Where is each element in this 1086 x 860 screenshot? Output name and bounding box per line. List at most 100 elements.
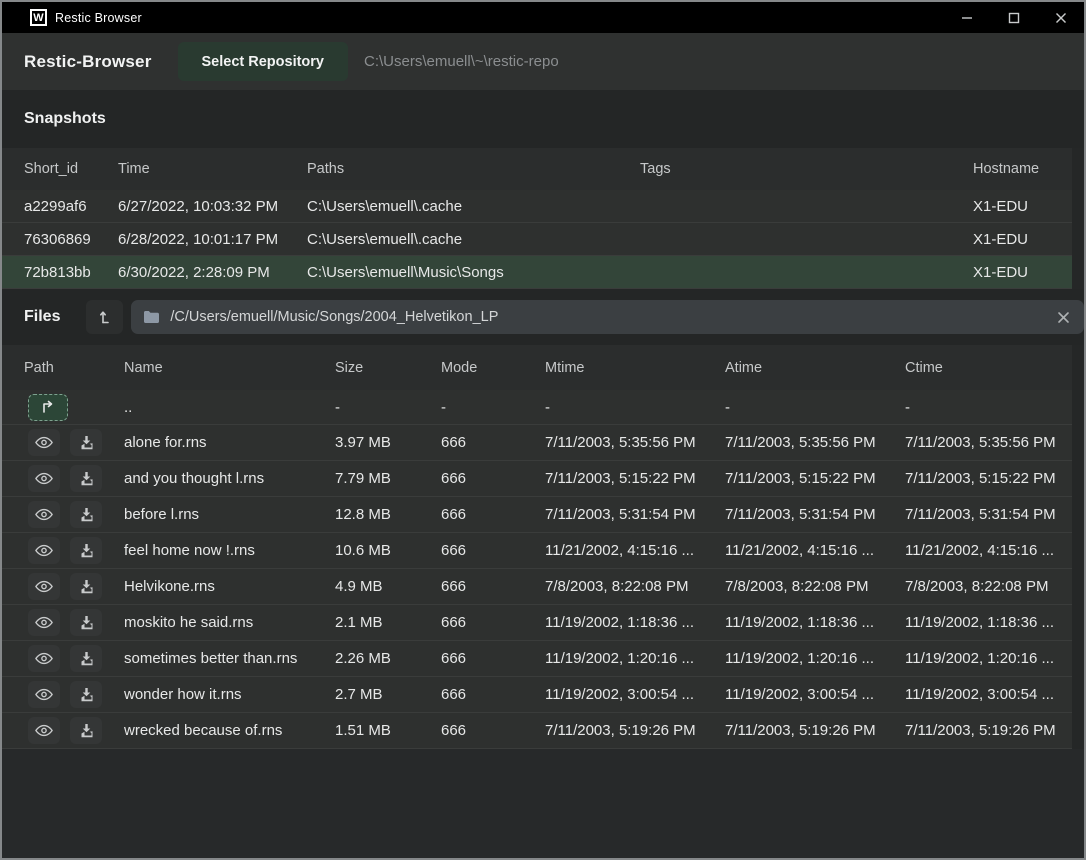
- preview-file-button[interactable]: [28, 609, 60, 636]
- column-short-id: Short_id: [24, 161, 79, 177]
- snapshot-row[interactable]: 76306869 6/28/2022, 10:01:17 PM C:\Users…: [2, 223, 1072, 256]
- eye-icon: [35, 544, 53, 557]
- file-atime: 11/21/2002, 4:15:16 ...: [725, 542, 875, 559]
- file-row[interactable]: alone for.rns 3.97 MB 666 7/11/2003, 5:3…: [2, 425, 1072, 461]
- clear-icon: [1058, 311, 1069, 323]
- column-path: Path: [24, 359, 54, 376]
- preview-file-button[interactable]: [28, 717, 60, 744]
- file-mode: 666: [441, 578, 467, 595]
- preview-file-button[interactable]: [28, 501, 60, 528]
- file-atime: 11/19/2002, 3:00:54 ...: [725, 686, 875, 703]
- snapshot-row[interactable]: a2299af6 6/27/2022, 10:03:32 PM C:\Users…: [2, 190, 1072, 223]
- maximize-button[interactable]: [990, 2, 1037, 33]
- snapshots-table: a2299af6 6/27/2022, 10:03:32 PM C:\Users…: [2, 190, 1072, 289]
- preview-file-button[interactable]: [28, 537, 60, 564]
- file-size: -: [335, 398, 340, 416]
- file-ctime: 11/19/2002, 1:20:16 ...: [905, 650, 1055, 667]
- preview-file-button[interactable]: [28, 465, 60, 492]
- file-row[interactable]: wrecked because of.rns 1.51 MB 666 7/11/…: [2, 713, 1072, 749]
- file-mode: 666: [441, 434, 467, 451]
- snapshot-time: 6/28/2022, 10:01:17 PM: [118, 230, 279, 248]
- download-file-button[interactable]: [70, 645, 102, 672]
- files-current-path: /C/Users/emuell/Music/Songs/2004_Helveti…: [170, 309, 499, 325]
- file-row[interactable]: feel home now !.rns 10.6 MB 666 11/21/20…: [2, 533, 1072, 569]
- wails-logo-icon: W: [30, 9, 47, 26]
- eye-icon: [35, 652, 53, 665]
- download-file-button[interactable]: [70, 537, 102, 564]
- file-atime: 7/11/2003, 5:31:54 PM: [725, 506, 876, 523]
- eye-icon: [35, 472, 53, 485]
- select-repository-button[interactable]: Select Repository: [177, 42, 349, 81]
- eye-icon: [35, 688, 53, 701]
- column-tags: Tags: [640, 161, 671, 177]
- files-path-bar[interactable]: /C/Users/emuell/Music/Songs/2004_Helveti…: [131, 300, 1084, 334]
- files-heading: Files: [24, 308, 61, 325]
- file-row[interactable]: and you thought l.rns 7.79 MB 666 7/11/2…: [2, 461, 1072, 497]
- snapshot-hostname: X1-EDU: [973, 197, 1029, 215]
- file-atime: 7/8/2003, 8:22:08 PM: [725, 578, 869, 595]
- file-mtime: -: [545, 398, 550, 416]
- file-ctime: 11/19/2002, 3:00:54 ...: [905, 686, 1055, 703]
- file-row[interactable]: wonder how it.rns 2.7 MB 666 11/19/2002,…: [2, 677, 1072, 713]
- download-icon: [81, 651, 92, 665]
- snapshot-short-id: 76306869: [24, 230, 91, 248]
- file-size: 10.6 MB: [335, 542, 391, 559]
- go-parent-directory-button[interactable]: [28, 393, 68, 421]
- file-mtime: 7/11/2003, 5:15:22 PM: [545, 470, 696, 487]
- file-size: 12.8 MB: [335, 506, 391, 523]
- file-mode: 666: [441, 686, 467, 703]
- column-atime: Atime: [725, 359, 763, 376]
- download-file-button[interactable]: [70, 717, 102, 744]
- file-row[interactable]: sometimes better than.rns 2.26 MB 666 11…: [2, 641, 1072, 677]
- download-file-button[interactable]: [70, 465, 102, 492]
- files-table: .. - - - - - alone for.rns 3.97 MB 666 7…: [2, 390, 1072, 749]
- file-mtime: 11/19/2002, 3:00:54 ...: [545, 686, 695, 703]
- download-file-button[interactable]: [70, 681, 102, 708]
- file-ctime: 7/11/2003, 5:15:22 PM: [905, 470, 1056, 487]
- files-section-header: Files /C/Users/emuell/Music/Songs/2004_H…: [2, 289, 1084, 345]
- download-file-button[interactable]: [70, 573, 102, 600]
- preview-file-button[interactable]: [28, 645, 60, 672]
- snapshot-short-id: 72b813bb: [24, 263, 91, 281]
- file-mode: 666: [441, 506, 467, 523]
- snapshots-heading: Snapshots: [24, 110, 106, 127]
- repository-header: Restic-Browser Select Repository C:\User…: [2, 33, 1084, 90]
- file-ctime: 7/11/2003, 5:31:54 PM: [905, 506, 1056, 523]
- column-size: Size: [335, 359, 364, 376]
- file-row[interactable]: before l.rns 12.8 MB 666 7/11/2003, 5:31…: [2, 497, 1072, 533]
- file-mtime: 11/19/2002, 1:18:36 ...: [545, 614, 695, 631]
- file-name: ..: [124, 398, 133, 416]
- clear-path-button[interactable]: [1055, 309, 1072, 326]
- snapshot-hostname: X1-EDU: [973, 263, 1029, 281]
- file-size: 2.26 MB: [335, 650, 391, 667]
- file-mode: 666: [441, 650, 467, 667]
- parent-directory-row[interactable]: .. - - - - -: [2, 390, 1072, 425]
- preview-file-button[interactable]: [28, 681, 60, 708]
- eye-icon: [35, 436, 53, 449]
- column-mtime: Mtime: [545, 359, 585, 376]
- file-row[interactable]: moskito he said.rns 2.1 MB 666 11/19/200…: [2, 605, 1072, 641]
- download-file-button[interactable]: [70, 429, 102, 456]
- preview-file-button[interactable]: [28, 573, 60, 600]
- column-paths: Paths: [307, 161, 345, 177]
- column-ctime: Ctime: [905, 359, 943, 376]
- minimize-button[interactable]: [943, 2, 990, 33]
- preview-file-button[interactable]: [28, 429, 60, 456]
- download-file-button[interactable]: [70, 501, 102, 528]
- download-icon: [81, 615, 92, 629]
- file-atime: 7/11/2003, 5:19:26 PM: [725, 722, 876, 739]
- file-mode: -: [441, 398, 446, 416]
- file-name: wonder how it.rns: [124, 686, 242, 703]
- file-atime: 7/11/2003, 5:15:22 PM: [725, 470, 876, 487]
- download-icon: [81, 687, 92, 701]
- arrow-up-right-icon: [43, 400, 53, 413]
- file-name: wrecked because of.rns: [124, 722, 283, 739]
- snapshot-row-selected[interactable]: 72b813bb 6/30/2022, 2:28:09 PM C:\Users\…: [2, 256, 1072, 289]
- dump-directory-button[interactable]: [86, 300, 124, 334]
- download-file-button[interactable]: [70, 609, 102, 636]
- file-ctime: 11/19/2002, 1:18:36 ...: [905, 614, 1055, 631]
- app-title: Restic-Browser: [24, 51, 152, 71]
- file-row[interactable]: Helvikone.rns 4.9 MB 666 7/8/2003, 8:22:…: [2, 569, 1072, 605]
- file-atime: 11/19/2002, 1:18:36 ...: [725, 614, 875, 631]
- close-button[interactable]: [1037, 2, 1084, 33]
